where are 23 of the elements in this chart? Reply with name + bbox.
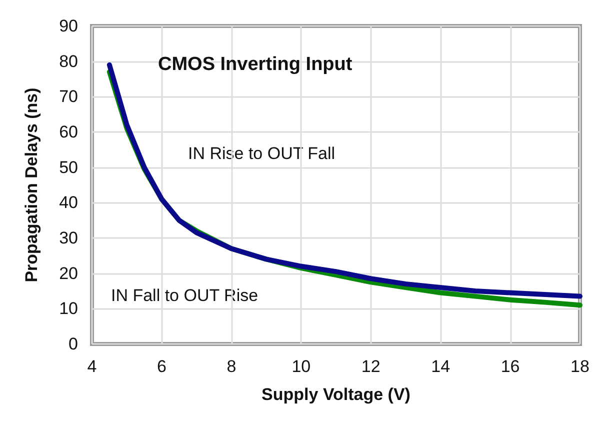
x-axis-title: Supply Voltage (V): [262, 385, 410, 404]
x-tick-label: 12: [361, 357, 380, 376]
x-tick-label: 18: [570, 357, 590, 376]
y-tick-label: 90: [59, 16, 78, 36]
annotation: IN Fall to OUT Rise: [111, 286, 258, 305]
y-tick-label: 70: [59, 87, 78, 106]
x-tick-label: 14: [431, 357, 450, 376]
y-tick-label: 10: [59, 299, 78, 318]
y-axis-title: Propagation Delays (ns): [22, 88, 41, 282]
x-tick-label: 10: [292, 357, 311, 376]
y-tick-label: 60: [59, 122, 78, 142]
annotation: IN Rise to OUT Fall: [188, 144, 336, 163]
y-tick-label: 40: [59, 193, 78, 212]
x-tick-label: 4: [87, 357, 97, 376]
y-tick-label: 50: [59, 158, 78, 177]
x-tick-label: 16: [500, 357, 520, 376]
y-tick-label: 20: [59, 264, 78, 283]
y-tick-label: 0: [68, 334, 78, 354]
y-tick-label: 30: [59, 228, 78, 248]
y-tick-label: 80: [59, 52, 78, 71]
x-tick-label: 6: [156, 357, 166, 376]
x-tick-label: 8: [226, 357, 236, 376]
text: CMOS Inverting Input: [158, 54, 353, 75]
